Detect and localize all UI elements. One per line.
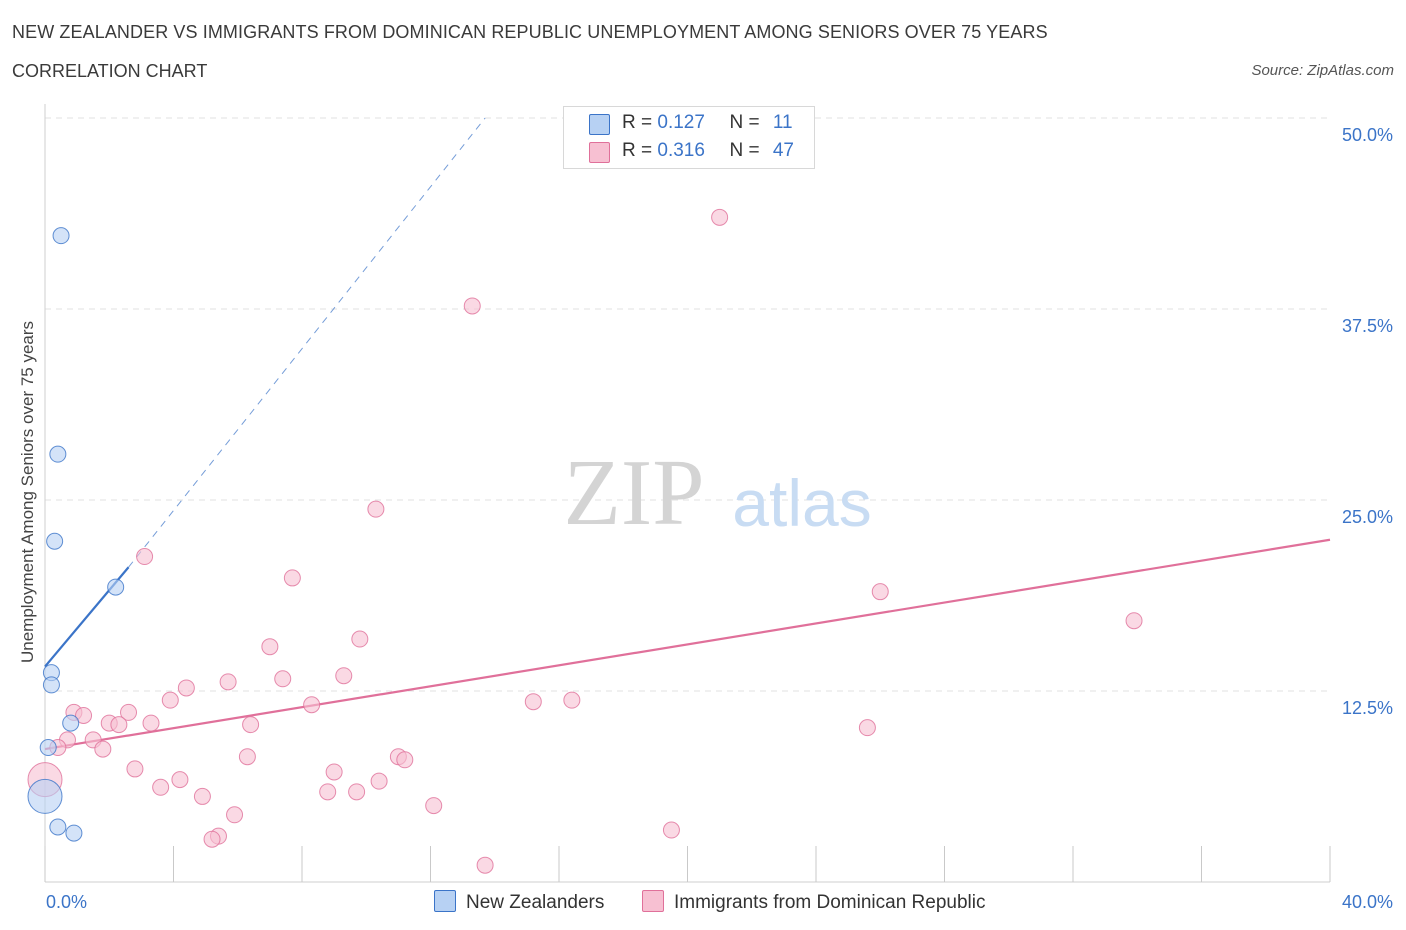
y-tick-label: 25.0% bbox=[1342, 507, 1393, 527]
legend-n-label: N = bbox=[729, 140, 765, 161]
watermark-zip: ZIP bbox=[564, 441, 705, 545]
point-dominican bbox=[1125, 612, 1143, 630]
point-dominican bbox=[351, 630, 369, 648]
point-new-zealanders bbox=[65, 824, 83, 842]
point-dominican bbox=[142, 714, 160, 732]
point-dominican bbox=[283, 569, 301, 587]
point-dominican bbox=[425, 797, 443, 815]
point-new-zealanders bbox=[49, 818, 67, 836]
point-dominican bbox=[120, 703, 138, 721]
point-dominican bbox=[94, 740, 112, 758]
watermark-atlas: atlas bbox=[732, 466, 871, 540]
point-dominican bbox=[711, 208, 729, 226]
legend-r-value: 0.127 bbox=[657, 112, 705, 133]
y-tick-label: 12.5% bbox=[1342, 698, 1393, 718]
stats-legend: R = 0.127 N = 11 R = 0.316 N = 47 bbox=[563, 106, 815, 169]
point-dominican bbox=[226, 806, 244, 824]
trend-line-new-zealanders-extrapolated bbox=[128, 117, 486, 568]
legend-n-label: N = bbox=[729, 112, 765, 133]
point-dominican bbox=[126, 760, 144, 778]
x-tick-label-min: 0.0% bbox=[46, 892, 87, 912]
point-dominican bbox=[238, 748, 256, 766]
point-dominican bbox=[274, 670, 292, 688]
legend-swatch-blue bbox=[589, 114, 610, 135]
point-dominican bbox=[136, 548, 154, 566]
point-dominican bbox=[261, 638, 279, 656]
point-dominican bbox=[563, 691, 581, 709]
tick-labels: 12.5% 25.0% 37.5% 50.0% 0.0% 40.0% bbox=[46, 125, 1393, 912]
point-dominican bbox=[524, 693, 542, 711]
legend-swatch-pink bbox=[589, 142, 610, 163]
grid-layer bbox=[45, 117, 1330, 692]
point-dominican bbox=[370, 772, 388, 790]
source-note: Source: ZipAtlas.com bbox=[1251, 62, 1394, 79]
point-dominican bbox=[858, 719, 876, 737]
trend-lines bbox=[44, 117, 1331, 751]
point-dominican bbox=[335, 667, 353, 685]
point-dominican bbox=[463, 297, 481, 315]
y-tick-label: 37.5% bbox=[1342, 316, 1393, 336]
y-tick-label: 50.0% bbox=[1342, 125, 1393, 145]
point-new-zealanders bbox=[46, 532, 64, 550]
legend-n-value: 47 bbox=[772, 140, 794, 161]
point-new-zealanders bbox=[52, 227, 70, 245]
point-dominican bbox=[319, 783, 337, 801]
bottom-legend-label: New Zealanders bbox=[466, 892, 605, 913]
point-dominican bbox=[203, 830, 221, 848]
point-dominican bbox=[171, 771, 189, 789]
bottom-legend-label: Immigrants from Dominican Republic bbox=[674, 892, 986, 913]
point-new-zealanders bbox=[27, 778, 63, 814]
point-dominican bbox=[110, 716, 128, 734]
point-dominican bbox=[152, 778, 170, 796]
point-dominican bbox=[348, 783, 366, 801]
watermark: ZIP atlas bbox=[564, 441, 872, 545]
legend-r-label: R = bbox=[622, 140, 658, 161]
point-dominican bbox=[476, 856, 494, 874]
point-new-zealanders bbox=[107, 578, 125, 596]
point-dominican bbox=[193, 787, 211, 805]
legend-r-label: R = bbox=[622, 112, 658, 133]
legend-r-value: 0.316 bbox=[657, 140, 705, 161]
point-dominican bbox=[662, 821, 680, 839]
bottom-legend-new-zealanders: New Zealanders bbox=[434, 890, 604, 914]
point-dominican bbox=[177, 679, 195, 697]
point-dominican bbox=[75, 706, 93, 724]
legend-n-value: 11 bbox=[772, 112, 793, 133]
point-dominican bbox=[871, 583, 889, 601]
point-new-zealanders bbox=[39, 739, 57, 757]
x-tick-label-max: 40.0% bbox=[1342, 892, 1393, 912]
point-dominican bbox=[396, 751, 414, 769]
point-dominican bbox=[219, 673, 237, 691]
data-points bbox=[27, 208, 1143, 874]
bottom-legend-swatch-pink bbox=[642, 890, 664, 912]
point-new-zealanders bbox=[49, 445, 67, 463]
point-dominican bbox=[325, 763, 343, 781]
bottom-legend-dominican: Immigrants from Dominican Republic bbox=[642, 890, 986, 914]
point-dominican bbox=[161, 691, 179, 709]
chart-title: NEW ZEALANDER VS IMMIGRANTS FROM DOMINIC… bbox=[12, 22, 1048, 42]
point-dominican bbox=[303, 696, 321, 714]
point-dominican bbox=[242, 716, 260, 734]
point-new-zealanders bbox=[62, 714, 80, 732]
trend-line-dominican bbox=[44, 538, 1331, 751]
bottom-legend-swatch-blue bbox=[434, 890, 456, 912]
point-new-zealanders bbox=[42, 676, 60, 694]
chart-subtitle: CORRELATION CHART bbox=[12, 61, 208, 81]
point-dominican bbox=[367, 500, 385, 518]
